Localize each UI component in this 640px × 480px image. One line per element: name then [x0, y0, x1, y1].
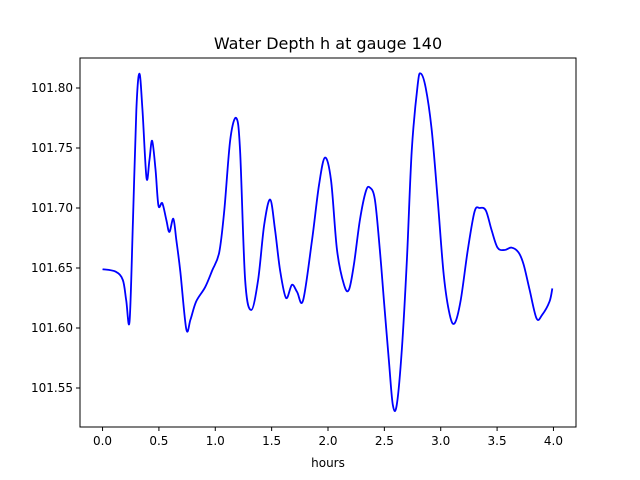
y-tick-label: 101.55: [31, 381, 73, 395]
x-axis-label: hours: [311, 456, 345, 470]
x-tick-label: 3.5: [488, 434, 507, 448]
x-tick-label: 2.5: [375, 434, 394, 448]
x-tick-label: 2.0: [318, 434, 337, 448]
x-axis-ticks: 0.0 0.5 1.0 1.5 2.0 2.5 3.0 3.5 4.0: [93, 427, 563, 448]
x-tick-label: 4.0: [544, 434, 563, 448]
plot-frame: [79, 57, 577, 428]
x-tick-label: 0.5: [149, 434, 168, 448]
series-line-h: [102, 72, 554, 412]
x-tick-label: 1.5: [262, 434, 281, 448]
y-tick-label: 101.75: [31, 141, 73, 155]
y-tick-label: 101.70: [31, 201, 73, 215]
y-tick-label: 101.80: [31, 81, 73, 95]
x-tick-label: 3.0: [431, 434, 450, 448]
x-tick-label: 1.0: [206, 434, 225, 448]
y-tick-label: 101.60: [31, 321, 73, 335]
x-tick-label: 0.0: [93, 434, 112, 448]
y-axis-ticks: 101.55 101.60 101.65 101.70 101.75 101.80: [31, 81, 80, 395]
chart-title: Water Depth h at gauge 140: [214, 34, 442, 53]
y-tick-label: 101.65: [31, 261, 73, 275]
